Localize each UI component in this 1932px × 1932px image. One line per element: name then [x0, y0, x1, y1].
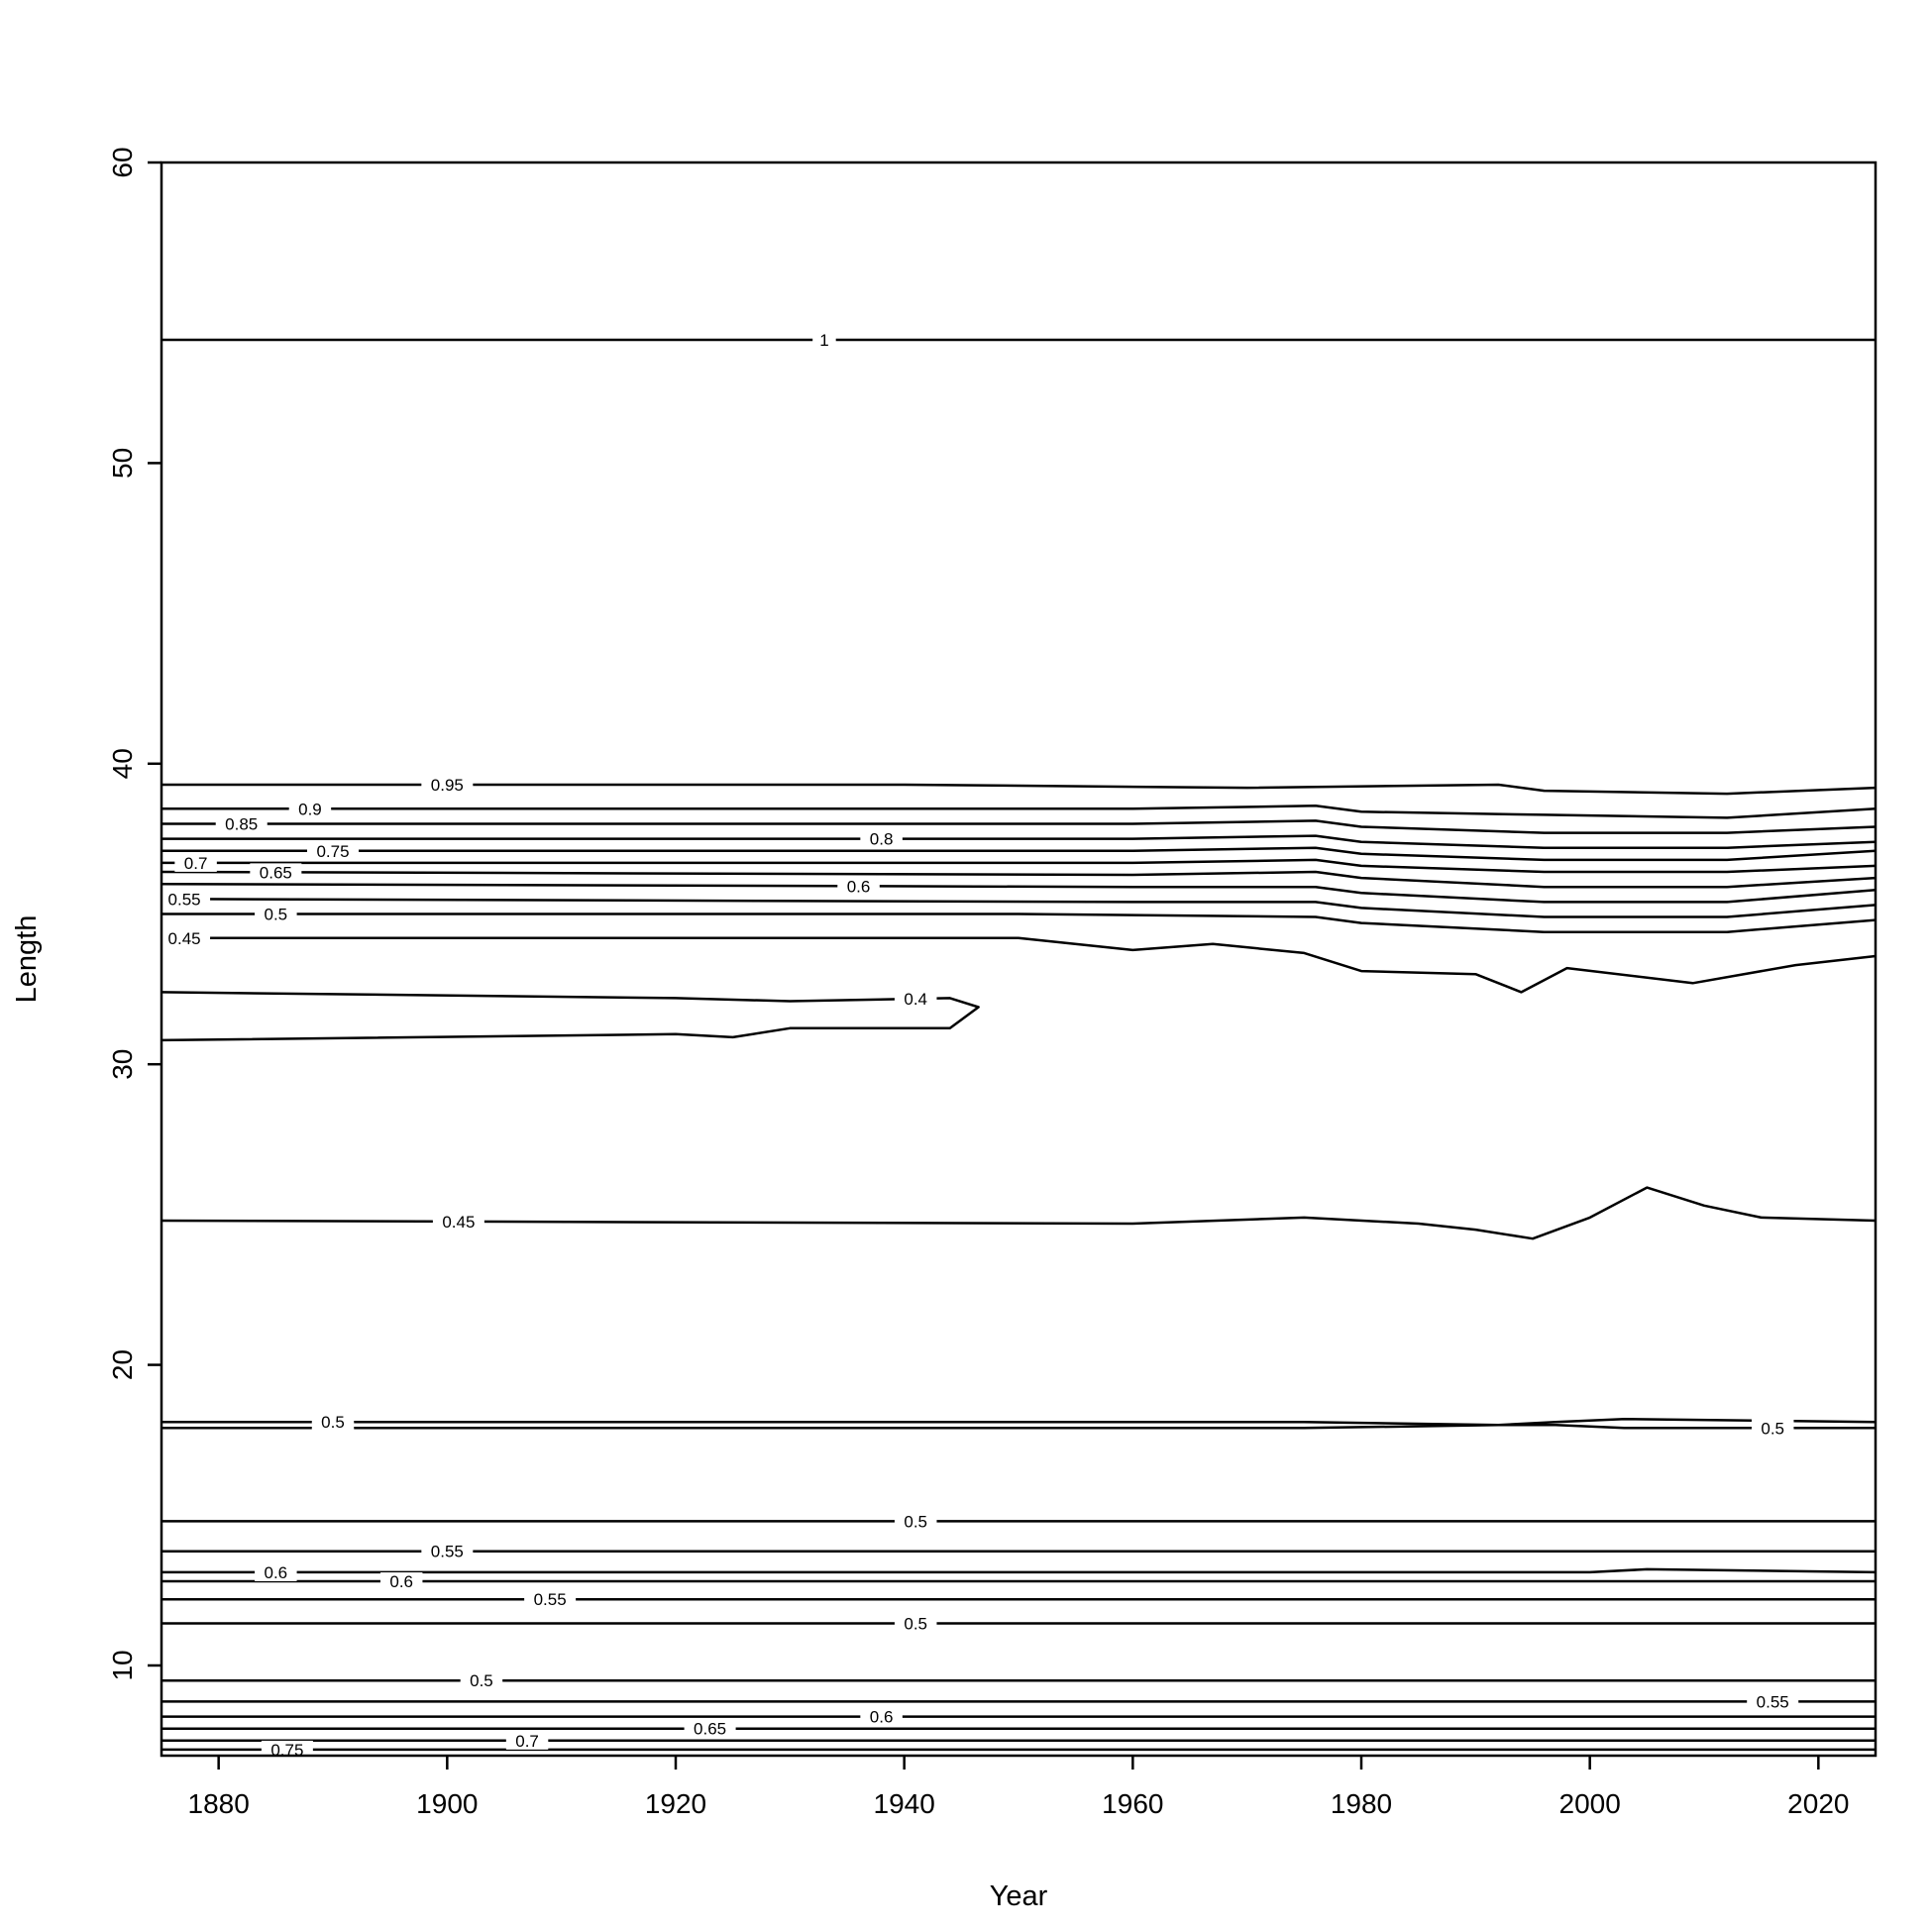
contour-label-mask: [894, 1512, 937, 1531]
contour-label: 0.45: [442, 1213, 475, 1232]
contour-line: [161, 846, 1877, 862]
contour-line: [161, 1186, 1877, 1240]
contour-label: 0.5: [904, 1615, 927, 1634]
x-tick-label: 2000: [1559, 1788, 1621, 1819]
contour-label-mask: [524, 1590, 577, 1609]
contour-label-mask: [894, 1614, 937, 1633]
x-axis-title: Year: [990, 1880, 1048, 1912]
contour-label-mask: [261, 1740, 313, 1759]
contour-label: 0.75: [316, 842, 349, 861]
x-tick-label: 1940: [874, 1788, 935, 1819]
contour-label-mask: [255, 905, 297, 923]
contour-line: [161, 858, 1877, 874]
contour-label: 0.7: [515, 1732, 539, 1751]
contour-label-mask: [860, 1707, 903, 1726]
contour-line: [161, 1417, 1877, 1427]
contour-label-mask: [1747, 1692, 1799, 1711]
contour-line: [161, 936, 1877, 994]
contour-label: 0.7: [184, 854, 208, 873]
contour-lines: [161, 338, 1877, 1752]
contour-label: 0.5: [904, 1512, 927, 1531]
x-tick-label: 1900: [416, 1788, 478, 1819]
contour-label: 0.5: [321, 1413, 345, 1432]
contour-label: 0.9: [298, 800, 322, 818]
contour-label: 0.6: [847, 877, 871, 896]
contour-label-mask: [421, 776, 474, 795]
plot-frame: [160, 161, 1878, 1758]
contour-line: [161, 783, 1877, 796]
contour-line: [161, 805, 1877, 819]
contour-line: [161, 819, 1877, 834]
x-tick-label: 1880: [188, 1788, 250, 1819]
contour-label-mask: [837, 877, 880, 896]
contour-line: [161, 912, 1877, 933]
contour-label-mask: [159, 928, 211, 947]
contour-label: 0.8: [870, 830, 894, 849]
contour-label: 0.55: [168, 890, 201, 909]
x-tick-label: 1980: [1331, 1788, 1392, 1819]
contour-label-mask: [860, 829, 903, 848]
contour-label-mask: [174, 853, 217, 872]
contour-label: 0.5: [470, 1671, 493, 1690]
y-tick-label: 50: [107, 448, 138, 479]
contour-label: 0.45: [168, 929, 201, 948]
x-tick-label: 1920: [645, 1788, 706, 1819]
contour-label: 0.5: [265, 905, 288, 923]
contour-line: [161, 834, 1877, 849]
contour-label: 0.55: [534, 1590, 567, 1609]
contour-line: [161, 1567, 1877, 1574]
contour-label-mask: [311, 1413, 355, 1432]
y-tick-label: 10: [107, 1650, 138, 1680]
y-axis: 10 20 30 40 50 60: [107, 147, 161, 1681]
contour-label: 0.55: [431, 1543, 464, 1561]
contour-label-mask: [684, 1719, 736, 1738]
contour-label-mask: [812, 331, 836, 350]
contour-label-mask: [894, 990, 937, 1009]
contour-label: 0.95: [431, 776, 464, 795]
contour-label-mask: [215, 814, 268, 833]
contour-label: 1: [819, 331, 828, 350]
contour-line: [161, 898, 1877, 918]
contour-label-mask: [379, 1572, 423, 1591]
contour-label: 0.6: [389, 1572, 413, 1591]
contour-label-mask: [1751, 1419, 1794, 1438]
contour-label-mask: [432, 1212, 484, 1231]
contour-label-mask: [421, 1542, 474, 1560]
contour-line: [161, 1424, 1876, 1430]
contour-label-mask: [460, 1671, 503, 1690]
x-tick-label: 2020: [1787, 1788, 1849, 1819]
contour-label-mask: [255, 1562, 297, 1581]
contour-labels: 1 0.95 0.9 0.85 0.8 0.75 0.7 0.65 0.6 0.55 0.5 0.45…: [159, 331, 1799, 1760]
y-tick-label: 20: [107, 1349, 138, 1380]
contour-label: 0.6: [870, 1708, 894, 1727]
contour-label: 0.55: [1757, 1692, 1789, 1711]
contour-label-mask: [159, 890, 211, 909]
contour-line: [161, 991, 980, 1042]
contour-label: 0.6: [265, 1563, 288, 1582]
contour-label: 0.65: [260, 863, 292, 882]
contour-label-mask: [288, 800, 332, 818]
contour-label: 0.5: [1761, 1419, 1784, 1438]
x-tick-label: 1960: [1102, 1788, 1163, 1819]
contour-label: 0.65: [694, 1720, 726, 1739]
contour-line: [161, 870, 1877, 889]
y-axis-title: Length: [11, 915, 43, 1004]
contour-label: 0.85: [225, 814, 258, 833]
contour-label-mask: [307, 841, 359, 860]
y-tick-label: 40: [107, 748, 138, 779]
contour-line: [161, 882, 1877, 904]
contour-label: 0.4: [904, 990, 927, 1009]
y-tick-label: 60: [107, 147, 138, 177]
contour-label-mask: [250, 863, 302, 882]
x-axis: 1880 1900 1920 1940 1960 1980 2000 2020: [188, 1756, 1849, 1819]
y-tick-label: 30: [107, 1049, 138, 1080]
contour-label-mask: [505, 1731, 549, 1750]
